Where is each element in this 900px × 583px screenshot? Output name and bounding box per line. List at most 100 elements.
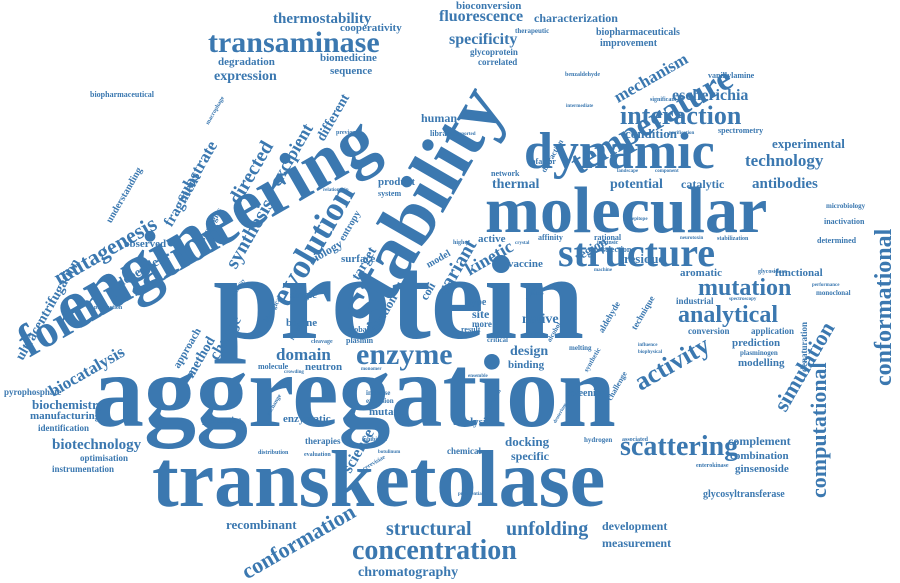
word-flexible: flexible [528,292,544,297]
word-landscape: landscape [617,169,639,174]
word-biopharmaceuticals: biopharmaceuticals [596,27,680,38]
word-higher: higher [453,240,470,246]
word-chromatography: chromatography [358,565,459,580]
word-structure: structure [558,230,715,275]
word-pyrophosphate: pyrophosphate [4,387,62,397]
word-manufacturing: manufacturing [30,410,101,422]
word-buffer: buffer [528,332,544,338]
word-observed: observed [124,238,167,250]
word-molecule: molecule [258,362,289,371]
word-crowding: crowding [284,370,304,375]
word-glycosyltransferase: glycosyltransferase [703,489,785,500]
word-cofactor: cofactor [528,157,556,166]
word-technology: technology [745,151,824,170]
word-product: product [378,176,416,188]
word-epitope: epitope [632,217,648,222]
word-stabilization: stabilization [717,236,749,242]
word-purification: purification [669,131,695,136]
word-enzyme: enzyme [356,338,453,371]
word-vaccine: vaccine [508,258,543,270]
word-enterokinase: enterokinase [696,463,729,469]
word-component: component [655,169,679,174]
word-characterization: characterization [534,11,618,25]
word-biochemistry: biochemistry [32,397,105,412]
word-degradation: degradation [218,56,275,68]
word-properties: properties [202,415,242,425]
word-production: production [94,305,123,311]
word-improvement: improvement [600,38,658,49]
word-identification: identification [38,423,89,433]
word-analysis: analysis [453,416,491,428]
word-expression: expression [214,69,277,84]
word-domain: domain [276,345,331,364]
word-ensemble: ensemble [468,374,488,379]
word-human: human [421,111,458,125]
word-intrinsic: intrinsic [597,240,619,246]
word-correlated: correlated [478,57,518,67]
word-conformational: conformational [871,228,897,386]
word-biotechnology: biotechnology [52,437,142,453]
word-system: system [378,189,402,198]
word-influence: influence [638,343,658,348]
word-development: development [602,519,668,533]
word-prediction: prediction [732,337,781,349]
word-inactivation: inactivation [824,217,865,226]
word-distribution: distribution [258,450,289,456]
word-plasminogen: plasminogen [740,349,778,357]
word-intermediate: intermediate [566,104,594,109]
word-catalytic: catalytic [681,177,725,191]
word-activity: activity [629,330,715,397]
word-thermal: thermal [492,177,540,192]
word-conversion: conversion [688,326,730,336]
word-mutation: mutation [698,275,792,301]
word-selection: selection [602,245,632,254]
word-therapies: therapies [305,436,341,446]
word-sequence: sequence [330,65,373,77]
word-aromatic: aromatic [680,267,722,279]
word-functional: functional [775,267,823,279]
word-combination: combination [730,450,789,462]
word-screening: screening [566,388,607,399]
word-exclusion: exclusion [366,397,394,405]
word-analytical: analytical [678,302,778,328]
word-binding: binding [508,359,545,371]
word-glycosidase: glycosidase [758,269,787,275]
word-bovine: bovine [286,317,318,329]
word-result: result [461,325,481,334]
word-complement: complement [728,434,791,448]
word-single: single [290,289,317,301]
word-experimental: experimental [772,136,845,151]
word-instrumentation: instrumentation [52,464,115,474]
word-therapeutic: therapeutic [515,27,550,35]
word-aldehyde: aldehyde [596,299,623,335]
word-melting: melting [569,344,592,352]
word-recombinant: recombinant [226,517,297,532]
word-benzaldehyde: benzaldehyde [565,72,601,78]
word-transketolase: transketolase [152,436,606,524]
word-more: more [472,319,492,329]
word-monomer: monomer [361,367,382,372]
word-cooperativity: cooperativity [340,22,402,34]
word-dynamic: dynamic [524,123,715,180]
word-design: design [510,344,549,359]
word-biophysical: biophysical [638,350,663,355]
word-spectroscopy: spectroscopy [729,297,757,302]
word-biopharmaceutical: biopharmaceutical [90,90,154,99]
word-global: global [348,325,369,334]
word-crystal: crystal [515,241,530,246]
word-residue: residue [624,251,665,266]
word-critical: critical [487,336,508,344]
word-industrial: industrial [676,296,714,306]
word-significant: significant [650,97,677,103]
word-aggregation: aggregation [92,334,616,449]
word-specific: specific [511,449,549,463]
word-computational: computational [806,362,831,498]
word-denaturation: denaturation [799,321,809,372]
word-previous: previous [336,130,358,136]
word-relationship: relationship [323,188,349,193]
word-determined: determined [817,236,857,245]
word-escherichia: escherichia [672,87,749,104]
word-neurotoxin: neurotoxin [680,236,704,241]
word-fluorescence: fluorescence [439,8,524,25]
word-antibodies: antibodies [752,176,818,192]
